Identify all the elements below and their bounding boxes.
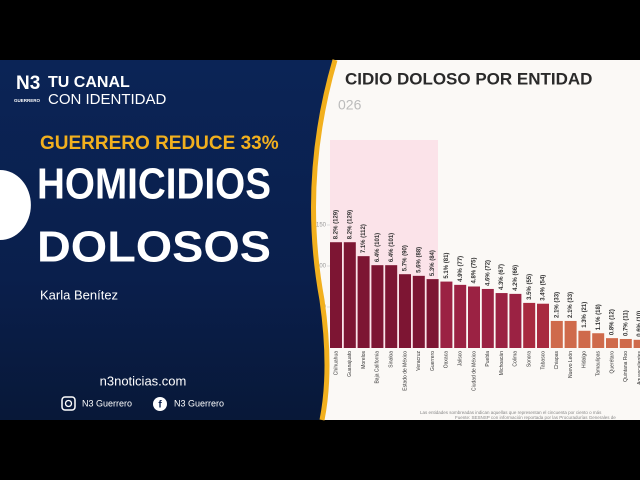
bar (592, 333, 605, 348)
x-tick-label: Tabasco (540, 351, 546, 370)
bar (564, 320, 577, 348)
x-tick-label: Quintana Roo (623, 351, 629, 382)
circle-decoration (0, 170, 31, 240)
value-label: 7.1% (112) (361, 224, 367, 253)
facebook-icon (153, 397, 167, 411)
author: Karla Benítez (40, 287, 118, 302)
bar (537, 303, 549, 348)
social-handle: N3 Guerrero (82, 398, 132, 408)
value-label: 8.2% (129) (347, 210, 353, 239)
value-label: 5.1% (81) (444, 253, 450, 279)
bar (633, 339, 640, 348)
logo-sub: GUERRERO (14, 98, 41, 103)
value-label: 8.2% (129) (334, 210, 340, 239)
bar (385, 265, 398, 348)
logo-line: CON IDENTIDAD (48, 91, 167, 108)
x-tick-label: Baja California (375, 351, 381, 384)
bar (468, 286, 480, 348)
bar (330, 242, 342, 348)
x-tick-label: Tamaulipas (596, 351, 602, 377)
x-tick-label: Guanajuato (347, 351, 353, 377)
x-tick-label: Querétaro (609, 351, 615, 374)
x-tick-label: Sinaloa (389, 351, 395, 368)
x-tick-label: Guerrero (430, 351, 436, 371)
value-label: 6.4% (101) (389, 233, 395, 262)
bar (481, 288, 494, 348)
value-label: 5.7% (90) (403, 245, 409, 271)
headline: DOLOSOS (37, 223, 271, 272)
side-panel (0, 60, 335, 420)
value-label: 1.1% (18) (596, 304, 602, 330)
instagram-icon (61, 396, 76, 411)
social-handle: N3 Guerrero (174, 398, 224, 408)
value-label: 4.8% (75) (472, 257, 478, 283)
chart-note: Las entidades sombreadas indican aquella… (420, 410, 602, 415)
chart: CIDIO DOLOSO POR ENTIDAD 026 Las entidad… (316, 69, 640, 420)
value-label: 1.3% (21) (582, 302, 588, 328)
bar (619, 338, 632, 348)
logo-line: TU CANAL (48, 74, 130, 91)
x-tick-label: Hidalgo (582, 351, 588, 368)
bar (426, 279, 439, 348)
facebook-icon-letter: f (158, 400, 162, 411)
bar (399, 274, 411, 348)
x-tick-label: Chihuahua (333, 351, 339, 375)
value-label: 3.5% (55) (527, 274, 533, 300)
kicker: GUERRERO REDUCE 33% (40, 133, 279, 154)
bar (606, 338, 618, 348)
x-tick-label: Nuevo León (568, 351, 574, 378)
chart-note: Fuente: SESNSP con información reportada… (455, 415, 616, 420)
value-label: 2.1% (33) (568, 292, 574, 318)
chart-subtitle: 026 (338, 97, 362, 113)
chart-title: CIDIO DOLOSO POR ENTIDAD (345, 69, 592, 88)
value-label: 4.6% (72) (485, 260, 491, 286)
bar (454, 284, 467, 348)
value-label: 4.3% (67) (499, 264, 505, 290)
x-tick-label: Morelos (361, 351, 367, 369)
value-label: 4.9% (77) (458, 256, 464, 282)
value-label: 4.2% (66) (513, 265, 519, 291)
value-label: 0.8% (12) (610, 309, 616, 335)
x-tick-label: Jalisco (458, 351, 464, 367)
bar (495, 293, 508, 348)
bar (523, 302, 536, 348)
value-label: 0.6% (10) (637, 311, 640, 337)
website: n3noticias.com (100, 373, 187, 388)
bar (412, 275, 425, 348)
value-label: 0.7% (11) (623, 310, 629, 336)
value-label: 3.4% (54) (541, 275, 547, 301)
bar (509, 293, 522, 348)
x-tick-label: Ciudad de México (471, 351, 477, 391)
x-tick-label: Veracruz (416, 351, 422, 371)
bar (440, 281, 453, 348)
x-tick-label: Colima (513, 351, 519, 367)
accent-curve (311, 59, 338, 421)
y-tick-label: 150 (316, 223, 327, 229)
x-tick-label: Michoacán (499, 351, 505, 375)
x-tick-label: Aguascalientes (637, 351, 640, 385)
bar (578, 330, 591, 348)
value-label: 2.1% (33) (554, 292, 560, 318)
bar (550, 320, 563, 348)
x-tick-label: Oaxaca (444, 351, 450, 368)
headline: HOMICIDIOS (37, 160, 271, 209)
value-label: 6.4% (101) (375, 233, 381, 262)
value-label: 5.3% (84) (430, 250, 436, 276)
x-tick-label: Chiapas (554, 351, 560, 370)
instagram-icon-lens (64, 399, 73, 408)
x-tick-label: Puebla (485, 351, 491, 367)
value-label: 5.6% (88) (416, 247, 422, 273)
bar (371, 265, 384, 348)
x-tick-label: Sonora (527, 351, 533, 367)
logo-mark: N3 (16, 73, 40, 94)
x-tick-label: Estado de México (402, 351, 408, 391)
bar (357, 256, 370, 348)
y-tick-label: 100 (316, 264, 327, 270)
bar (343, 242, 356, 348)
